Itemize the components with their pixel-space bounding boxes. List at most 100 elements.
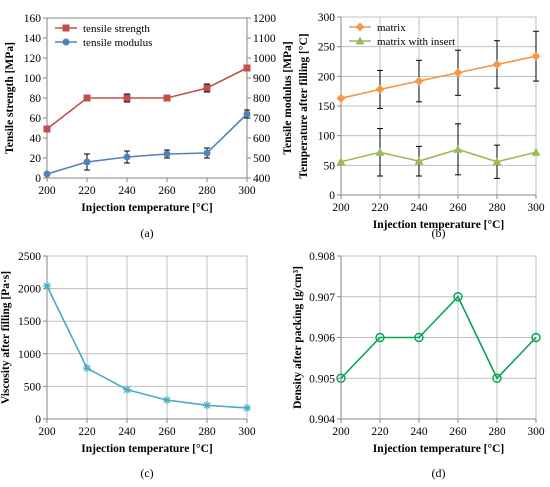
y-tick-label: 50 xyxy=(324,160,336,172)
legend-label: matrix with insert xyxy=(377,36,455,48)
y-tick-label: 0 xyxy=(35,414,41,426)
data-point xyxy=(531,147,541,156)
legend-item: matrix xyxy=(349,22,406,34)
y2-tick-label: 700 xyxy=(253,113,271,125)
data-point xyxy=(531,51,541,61)
data-point xyxy=(243,110,251,118)
data-point xyxy=(243,64,251,72)
chart-b: 200 220 240 260 280 300 0 50 100 150 200 250 300 Inje… xyxy=(298,12,545,240)
data-point xyxy=(83,158,91,166)
y-tick-label: 1000 xyxy=(18,349,41,361)
data-point xyxy=(163,94,171,102)
series-tensile-modulus xyxy=(43,109,251,178)
x-tick-label: 200 xyxy=(332,202,350,214)
data-point xyxy=(453,68,463,78)
y-tick-label: 120 xyxy=(24,53,42,65)
y-tick-label: 60 xyxy=(30,113,42,125)
y-tick-label: 0.907 xyxy=(309,292,335,304)
data-point xyxy=(83,364,91,373)
data-point xyxy=(203,84,211,92)
x-tick-label: 220 xyxy=(78,185,96,197)
legend-label: tensile modulus xyxy=(83,37,152,49)
series-line xyxy=(46,113,248,175)
y-tick-label: 100 xyxy=(24,73,42,85)
legend-label: matrix xyxy=(377,22,406,34)
data-point xyxy=(203,149,211,157)
series-line-d xyxy=(336,292,541,383)
x-tick-label: 240 xyxy=(410,202,428,214)
panel-label: (a) xyxy=(140,226,153,240)
y2-tick-label: 1200 xyxy=(253,13,276,25)
y-tick-label: 200 xyxy=(318,71,336,83)
y2-tick-label: 800 xyxy=(253,93,271,105)
y2-tick-label: 600 xyxy=(253,133,271,145)
y-tick-label: 500 xyxy=(24,381,42,393)
y-tick-label: 250 xyxy=(318,42,336,54)
legend-label: tensile strength xyxy=(83,23,150,35)
x-tick-label: 260 xyxy=(158,185,176,197)
data-point xyxy=(83,94,91,102)
x-tick-label: 280 xyxy=(198,426,216,438)
x-tick-label: 240 xyxy=(118,185,136,197)
legend-marker xyxy=(62,38,70,46)
chart-a: 200 220 240 260 280 300 0 20 40 60 80 100 120 140 160 4… xyxy=(4,13,294,240)
legend-item: matrix with insert xyxy=(349,36,455,48)
x-tick-label: 260 xyxy=(449,202,467,214)
series-line xyxy=(46,67,248,130)
chart-d: 200 220 240 260 280 300 0.904 0.905 0.906 0.907 0.… xyxy=(292,251,545,480)
y2-tick-label: 1100 xyxy=(253,33,276,45)
legend-marker xyxy=(355,22,365,32)
x-tick-label: 220 xyxy=(78,426,96,438)
x-tick-label: 200 xyxy=(38,185,56,197)
x-tick-label: 260 xyxy=(449,426,467,438)
x-tick-label: 300 xyxy=(527,426,545,438)
y-tick-label: 2000 xyxy=(18,284,41,296)
x-axis-title: Injection temperature [°C] xyxy=(81,202,213,214)
y-tick-label: 0 xyxy=(329,190,335,202)
data-point xyxy=(531,332,541,343)
y-tick-label: 0.904 xyxy=(309,414,335,426)
x-tick-label: 200 xyxy=(332,426,350,438)
panel-label: (c) xyxy=(140,466,153,480)
legend-marker xyxy=(62,24,70,32)
data-point xyxy=(375,332,385,343)
y-tick-label: 150 xyxy=(318,101,336,113)
data-point xyxy=(243,403,251,412)
y-axis-title: Tensile strength [MPa] xyxy=(4,42,16,154)
data-point xyxy=(203,401,211,410)
plot-area xyxy=(46,255,248,420)
data-point xyxy=(123,94,131,102)
y-tick-label: 20 xyxy=(30,153,42,165)
y-tick-label: 2500 xyxy=(18,251,41,263)
series-line xyxy=(340,55,537,100)
x-tick-label: 240 xyxy=(118,426,136,438)
data-point xyxy=(414,156,424,165)
y2-tick-label: 900 xyxy=(253,73,271,85)
y-tick-label: 40 xyxy=(30,133,42,145)
data-point xyxy=(336,93,346,103)
series-tensile-strength xyxy=(43,64,251,133)
y-tick-label: 100 xyxy=(318,131,336,143)
x-tick-label: 300 xyxy=(238,185,256,197)
y-tick-label: 0 xyxy=(35,173,41,185)
data-point xyxy=(414,332,424,343)
y2-tick-label: 400 xyxy=(253,173,271,185)
series-line xyxy=(340,295,537,380)
y-axis-title: Viscosity after filling [Pa·s] xyxy=(0,271,12,404)
x-tick-label: 280 xyxy=(488,202,506,214)
series-line-c xyxy=(43,281,251,412)
x-tick-label: 200 xyxy=(38,426,56,438)
y2-axis-title: Tensile modulus [MPa] xyxy=(282,41,294,154)
data-point xyxy=(163,150,171,158)
data-point xyxy=(375,147,385,156)
x-tick-label: 280 xyxy=(198,185,216,197)
y-tick-label: 1500 xyxy=(18,316,41,328)
y-tick-label: 80 xyxy=(30,93,42,105)
panel-label: (d) xyxy=(432,466,446,480)
y-tick-label: 0.906 xyxy=(309,333,335,345)
x-tick-label: 280 xyxy=(488,426,506,438)
x-axis-title: Injection temperature [°C] xyxy=(373,443,505,455)
series-matrix-with-insert xyxy=(336,123,541,179)
x-axis-title: Injection temperature [°C] xyxy=(81,443,213,455)
